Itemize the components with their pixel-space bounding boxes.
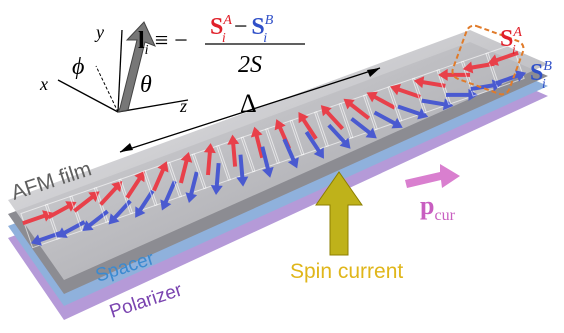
phi-label: ϕ [72, 54, 84, 80]
spin-current-label: Spin current [290, 260, 403, 283]
spin-a [233, 143, 235, 167]
diagram: Δ y x z ϕ θ li≡ − SAi−SBi 2S SAi SBi pcu… [0, 0, 564, 333]
p: p [420, 191, 434, 220]
delta-label: Δ [240, 89, 257, 118]
x-label: x [39, 74, 48, 94]
sup: A [222, 13, 232, 28]
l-vector [118, 22, 155, 112]
y-label: y [94, 22, 104, 42]
spin-a [208, 151, 210, 175]
formula-den: 2S [238, 52, 262, 78]
sub: cur [434, 207, 455, 224]
spin-b [217, 163, 219, 187]
theta-label: θ [140, 72, 152, 98]
sub: i [542, 77, 546, 92]
p-cur-arrow [405, 164, 460, 188]
sup: A [512, 25, 522, 40]
x-axis [58, 80, 118, 112]
p-cur-label: pcur [420, 191, 456, 224]
spin-b [240, 155, 242, 179]
delta-head [120, 143, 133, 152]
sub: i [512, 43, 516, 58]
equiv: ≡ − [155, 28, 188, 54]
y-axis [118, 30, 122, 112]
sub: i [145, 43, 149, 58]
projection [96, 66, 118, 112]
z-label: z [179, 96, 187, 116]
minus: − [234, 14, 248, 40]
sup: B [265, 13, 274, 28]
sup: B [543, 59, 552, 74]
